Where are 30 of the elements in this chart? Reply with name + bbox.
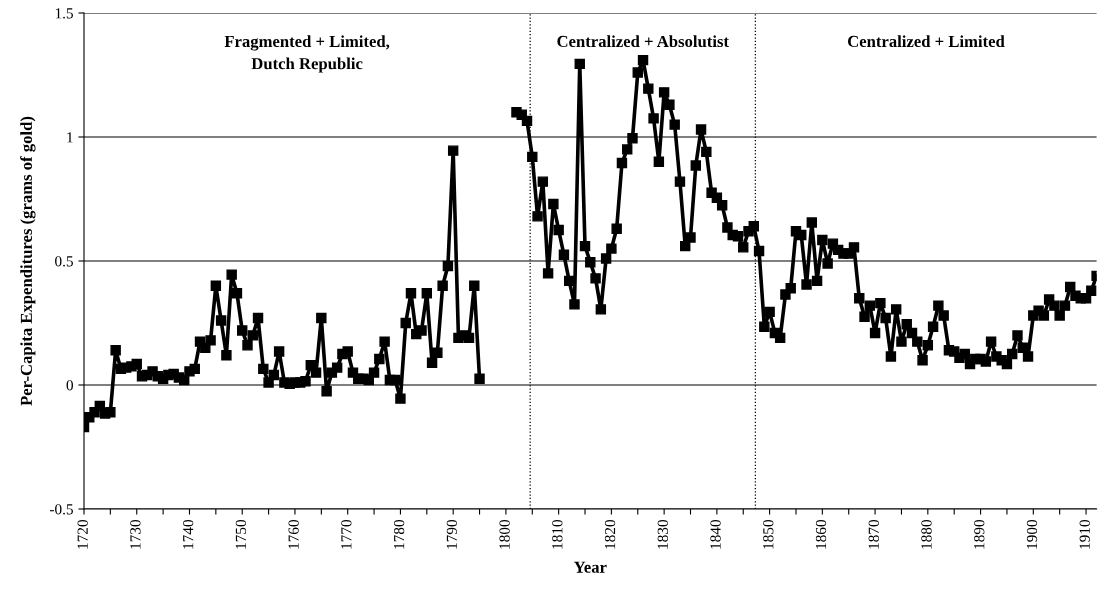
x-tick-label: 1750 [235,520,247,549]
x-tick-label: 1890 [974,520,985,549]
x-tick-label: 1790 [446,520,457,549]
x-tick-label: 1820 [604,520,616,549]
x-tick-label: 1900 [1026,520,1038,549]
x-tick-label: 1810 [552,520,563,549]
x-tick-label: 1740 [182,520,194,549]
annotation: Centralized + Absolutist [557,35,729,48]
x-axis-title: Year [573,561,607,573]
x-tick-label: 1760 [288,520,299,549]
x-tick-label: 1800 [499,520,510,549]
x-tick-label: 1720 [77,520,88,549]
x-tick-label: 1840 [710,520,721,549]
y-tick-label: 0 [66,380,73,391]
x-tick-label: 1830 [657,520,668,549]
annotation: Fragmented + Limited, Dutch Republic [224,35,390,73]
x-tick-label: 1730 [130,520,141,549]
x-tick-label: 1860 [815,520,827,549]
x-tick-label: 1780 [393,520,405,549]
x-tick-label: 1880 [921,520,932,549]
annotation: Centralized + Limited [847,35,1005,48]
y-tick-label: 1.5 [55,8,73,19]
y-tick-label: 0.5 [55,256,73,267]
y-tick-label: -0.5 [49,504,73,515]
x-tick-label: 1870 [868,520,879,549]
x-tick-label: 1850 [763,520,774,549]
x-tick-label: 1770 [341,520,352,549]
y-axis-title: Per-Capita Expenditures (grams of gold) [20,116,36,406]
y-tick-label: 1 [67,132,73,143]
x-tick-label: 1910 [1079,520,1090,549]
